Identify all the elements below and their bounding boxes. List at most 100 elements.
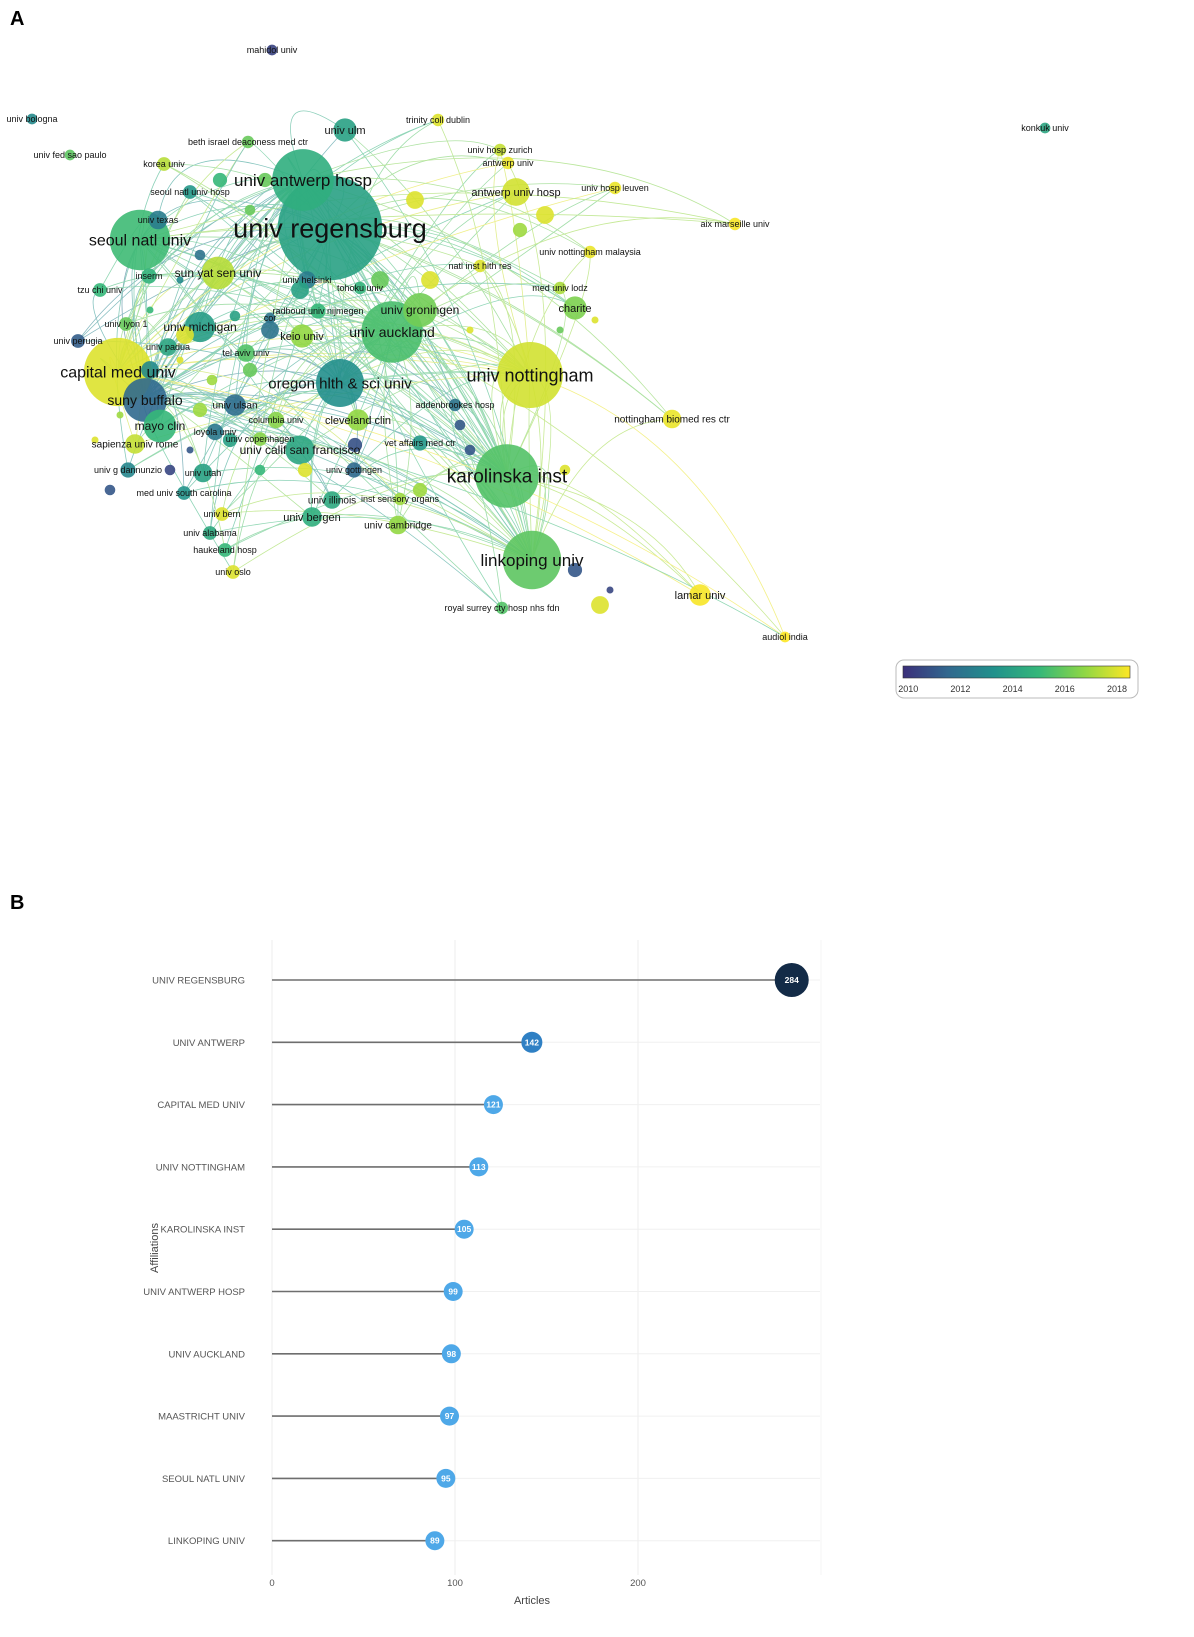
network-node-label: linkoping univ <box>480 551 584 570</box>
colorbar-gradient <box>902 665 1131 679</box>
network-node-label: beth israel deaconess med ctr <box>188 137 308 147</box>
network-node-minor <box>591 596 609 614</box>
chart-grid <box>271 940 822 1575</box>
network-node <box>583 245 597 259</box>
category-label: UNIV ANTWERP <box>173 1038 245 1049</box>
network-node <box>346 462 362 478</box>
network-node-label: oregon hlth & sci univ <box>268 375 412 392</box>
network-edge <box>144 393 401 500</box>
network-node-label: lamar univ <box>675 590 726 602</box>
network-node <box>475 444 539 508</box>
network-edge <box>499 149 531 376</box>
network-edge <box>317 310 533 561</box>
network-edge <box>139 239 421 444</box>
network-node-minor <box>406 191 424 209</box>
network-node <box>501 156 515 170</box>
network-node-label: konkuk univ <box>1021 123 1069 133</box>
network-node-label: haukeland hosp <box>193 545 257 555</box>
network-node-minor <box>212 172 228 188</box>
network-node <box>333 118 357 142</box>
network-node <box>403 293 437 327</box>
network-edge <box>163 163 393 333</box>
network-node-minor <box>567 562 583 578</box>
network-node <box>157 157 171 171</box>
network-node <box>148 210 168 230</box>
network-node <box>310 303 326 319</box>
network-node-minor <box>222 432 238 448</box>
value-label: 95 <box>441 1473 451 1483</box>
network-node-label: karolinska inst <box>447 467 568 488</box>
network-node <box>388 515 408 535</box>
network-node-minor <box>412 482 428 498</box>
category-label: KAROLINSKA INST <box>161 1225 246 1236</box>
network-node-label: univ hosp zurich <box>467 145 532 155</box>
colorbar-tick-label: 2012 <box>950 684 970 694</box>
network-edge <box>339 382 533 561</box>
network-node-label: columbia univ <box>248 415 304 425</box>
network-edge <box>506 287 567 477</box>
network-node <box>323 491 341 509</box>
network-edge <box>139 192 736 241</box>
value-label: 142 <box>525 1037 539 1047</box>
network-node-minor <box>242 362 258 378</box>
network-node-label: suny buffalo <box>107 392 182 408</box>
network-node-label: univ bergen <box>283 512 341 524</box>
network-node-minor <box>192 402 208 418</box>
network-node <box>553 281 567 295</box>
network-node <box>241 135 255 149</box>
value-label: 105 <box>457 1224 471 1234</box>
network-node <box>64 149 76 161</box>
network-edge <box>144 179 304 401</box>
network-node-label: addenbrookes hosp <box>415 400 494 410</box>
network-node-minor <box>186 446 194 454</box>
category-label: LINKOPING UNIV <box>168 1536 246 1547</box>
network-node-label: med univ south carolina <box>136 488 231 498</box>
value-label: 121 <box>486 1100 500 1110</box>
network-node-label: univ groningen <box>381 303 460 317</box>
network-edge <box>221 492 533 561</box>
network-node <box>226 565 240 579</box>
category-label: MAASTRICHT UNIV <box>158 1412 246 1423</box>
lollipop-dot <box>483 1095 503 1115</box>
network-node <box>224 394 246 416</box>
network-node <box>120 462 136 478</box>
network-node-minor <box>194 249 206 261</box>
category-label: SEOUL NATL UNIV <box>162 1474 246 1485</box>
network-node-label: royal surrey cty hosp nhs fdn <box>444 603 559 613</box>
network-node <box>393 492 407 506</box>
network-edge <box>139 239 503 609</box>
value-label: 99 <box>448 1287 458 1297</box>
network-node-minor <box>164 464 176 476</box>
network-edge <box>479 265 516 477</box>
network-node <box>264 312 276 324</box>
network-node-label: seoul natl univ hosp <box>150 187 230 197</box>
network-node-minor <box>206 374 218 386</box>
network-edge <box>531 418 673 561</box>
network-node-label: sun yat sen univ <box>175 266 262 280</box>
network-node <box>177 486 191 500</box>
network-edge <box>144 141 249 401</box>
network-edge <box>125 303 393 333</box>
network-edge <box>506 251 591 477</box>
network-node <box>201 256 235 290</box>
network-node-label: charite <box>558 303 591 315</box>
network-node <box>125 434 145 454</box>
network-node-minor <box>257 172 273 188</box>
value-label: 89 <box>430 1536 440 1546</box>
value-label: 98 <box>447 1349 457 1359</box>
network-node-label: antwerp univ hosp <box>471 187 560 199</box>
network-node-minor <box>229 310 241 322</box>
panel-b-letter: B <box>10 892 25 914</box>
network-node-label: mayo clin <box>135 419 186 433</box>
network-edge <box>139 213 736 241</box>
network-edge <box>189 191 508 477</box>
network-node-label: univ antwerp hosp <box>234 171 372 190</box>
network-node-label: univ g dannunzio <box>94 465 162 475</box>
x-tick-label: 100 <box>447 1578 463 1589</box>
network-node-label: univ bern <box>203 509 240 519</box>
network-edge <box>144 264 481 401</box>
network-node-minor <box>104 484 116 496</box>
x-axis-title: Articles <box>514 1595 551 1607</box>
network-node <box>662 409 682 429</box>
network-node-label: trinity coll dublin <box>406 115 470 125</box>
